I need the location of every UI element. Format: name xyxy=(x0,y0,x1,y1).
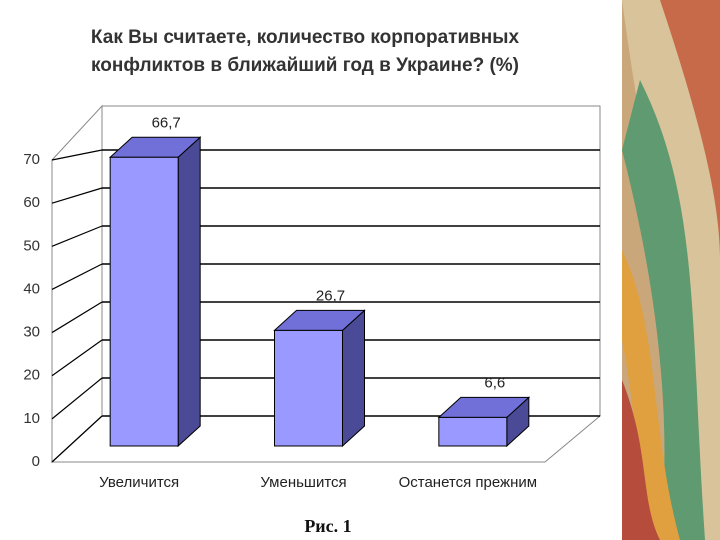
x-tick-label: Увеличится xyxy=(99,474,179,491)
x-tick-label: Останется прежним xyxy=(399,474,537,491)
caption: Рис. 1 xyxy=(304,516,351,536)
y-tick-label: 0 xyxy=(32,453,40,470)
grid-line xyxy=(51,225,103,247)
y-tick-label: 60 xyxy=(23,194,40,211)
grid-line xyxy=(51,415,103,463)
data-label: 6,6 xyxy=(484,374,505,391)
grid-line xyxy=(51,187,103,204)
y-tick-label: 10 xyxy=(23,410,40,427)
bar xyxy=(109,156,179,447)
grid-line xyxy=(51,149,103,161)
bar-side xyxy=(342,309,365,448)
x-tick-label: Уменьшится xyxy=(260,474,346,491)
grid-line xyxy=(51,339,103,377)
y-tick-label: 70 xyxy=(23,151,40,168)
data-label: 26,7 xyxy=(316,287,345,304)
chart-title: конфликтов в ближайший год в Украине? (%… xyxy=(91,55,519,76)
chart-title: Как Вы считаете, количество корпоративны… xyxy=(91,27,520,48)
left-wall xyxy=(51,104,103,464)
bar xyxy=(438,416,508,447)
y-tick-label: 50 xyxy=(23,237,40,254)
bar-side xyxy=(177,136,201,448)
data-label: 66,7 xyxy=(152,114,181,131)
y-tick-label: 30 xyxy=(23,324,40,341)
y-tick-label: 40 xyxy=(23,280,40,297)
decor-panel xyxy=(622,0,720,540)
bar xyxy=(274,329,343,447)
grid-line xyxy=(51,377,103,420)
y-tick-label: 20 xyxy=(23,367,40,384)
plot: 0 10 20 30 40 50 60 70 Увеличится 66,7 Уменьшится 2… xyxy=(23,104,602,491)
grid-line xyxy=(51,301,103,334)
grid-line xyxy=(51,263,103,290)
